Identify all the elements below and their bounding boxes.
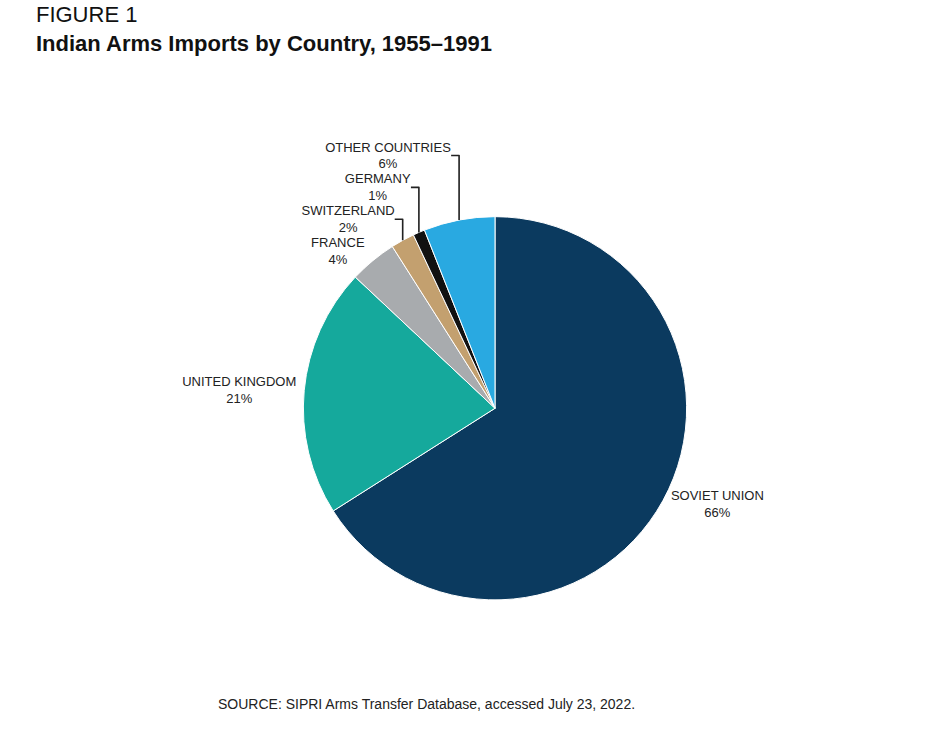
svg-text:GERMANY1%: GERMANY1% — [345, 171, 411, 203]
svg-text:FIGURE 1Indian Arms Imports by: FIGURE 1Indian Arms Imports by Country, … — [36, 2, 492, 56]
svg-text:SWITZERLAND2%: SWITZERLAND2% — [302, 203, 395, 235]
svg-text:FRANCE4%: FRANCE4% — [311, 235, 365, 267]
svg-text:SOVIET UNION66%: SOVIET UNION66% — [671, 488, 764, 520]
svg-text:OTHER COUNTRIES6%: OTHER COUNTRIES6% — [325, 140, 451, 172]
svg-text:SOURCE: SIPRI Arms Transfer Da: SOURCE: SIPRI Arms Transfer Database, ac… — [218, 696, 635, 712]
svg-text:UNITED KINGDOM21%: UNITED KINGDOM21% — [182, 374, 296, 406]
